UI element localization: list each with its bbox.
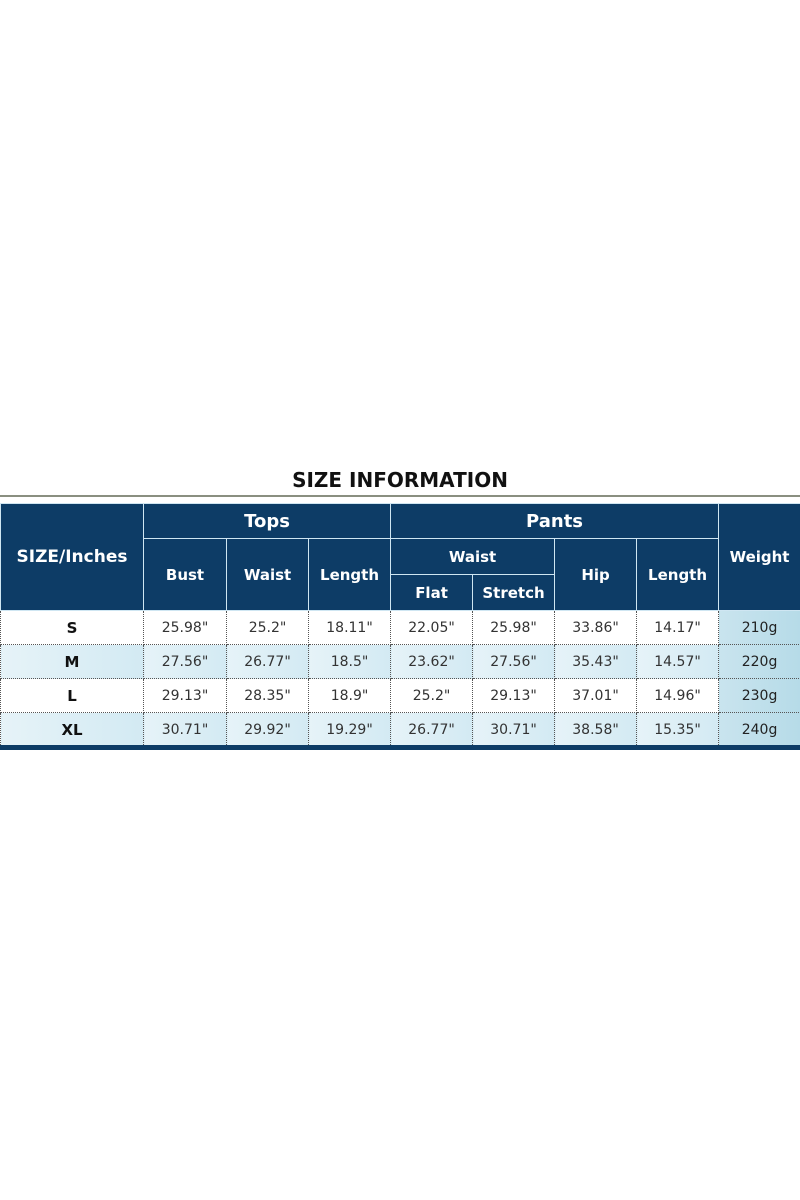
size-cell: S: [0, 610, 144, 645]
measurement-cell: 18.11": [307, 610, 392, 645]
size-cell: L: [0, 678, 144, 713]
header-bust: Bust: [143, 538, 227, 611]
title-divider: [0, 495, 800, 497]
table-row: S 25.98" 25.2" 18.11" 22.05" 25.98" 33.86" 14.1…: [0, 610, 800, 645]
measurement-cell: 14.57": [636, 644, 720, 679]
measurement-cell: 25.2": [226, 610, 309, 645]
measurement-cell: 14.96": [636, 678, 720, 713]
measurement-cell: 27.56": [472, 644, 556, 679]
header-pants: Pants: [390, 503, 720, 539]
header-tops-waist: Waist: [226, 538, 309, 611]
table-bottom-bar: [0, 745, 800, 750]
measurement-cell: 14.17": [636, 610, 720, 645]
measurement-cell: 25.98": [143, 610, 227, 645]
measurement-cell: 18.5": [307, 644, 392, 679]
header-hip: Hip: [554, 538, 638, 611]
measurement-cell: 25.98": [472, 610, 556, 645]
measurement-cell: 37.01": [554, 678, 638, 713]
weight-cell: 230g: [718, 678, 800, 713]
measurement-cell: 30.71": [143, 712, 227, 747]
table-row: M 27.56" 26.77" 18.5" 23.62" 27.56" 35.43" 14.5…: [0, 644, 800, 679]
page-title: SIZE INFORMATION: [292, 468, 508, 492]
measurement-cell: 26.77": [226, 644, 309, 679]
measurement-cell: 35.43": [554, 644, 638, 679]
size-cell: M: [0, 644, 144, 679]
measurement-cell: 29.13": [472, 678, 556, 713]
measurement-cell: 26.77": [390, 712, 474, 747]
measurement-cell: 30.71": [472, 712, 556, 747]
measurement-cell: 27.56": [143, 644, 227, 679]
table-row: L 29.13" 28.35" 18.9" 25.2" 29.13" 37.01" 14.96…: [0, 678, 800, 713]
measurement-cell: 33.86": [554, 610, 638, 645]
header-tops: Tops: [142, 503, 392, 539]
header-weight: Weight: [718, 503, 800, 611]
header-pants-waist: Waist: [390, 538, 556, 575]
measurement-cell: 18.9": [307, 678, 392, 713]
size-table: SIZE/Inches Tops Pants Weight Bust Waist…: [0, 503, 800, 747]
header-pants-length: Length: [636, 538, 720, 611]
measurement-cell: 22.05": [390, 610, 474, 645]
measurement-cell: 38.58": [554, 712, 638, 747]
measurement-cell: 28.35": [226, 678, 309, 713]
measurement-cell: 19.29": [307, 712, 392, 747]
header-flat: Flat: [390, 574, 474, 611]
measurement-cell: 25.2": [390, 678, 474, 713]
header-tops-length: Length: [307, 538, 392, 611]
measurement-cell: 23.62": [390, 644, 474, 679]
header-stretch: Stretch: [472, 574, 556, 611]
weight-cell: 210g: [718, 610, 800, 645]
weight-cell: 220g: [718, 644, 800, 679]
size-cell: XL: [0, 712, 144, 747]
measurement-cell: 15.35": [636, 712, 720, 747]
header-size: SIZE/Inches: [0, 503, 144, 611]
table-row: XL 30.71" 29.92" 19.29" 26.77" 30.71" 38.58" 15…: [0, 712, 800, 747]
weight-cell: 240g: [718, 712, 800, 747]
measurement-cell: 29.92": [226, 712, 309, 747]
measurement-cell: 29.13": [143, 678, 227, 713]
